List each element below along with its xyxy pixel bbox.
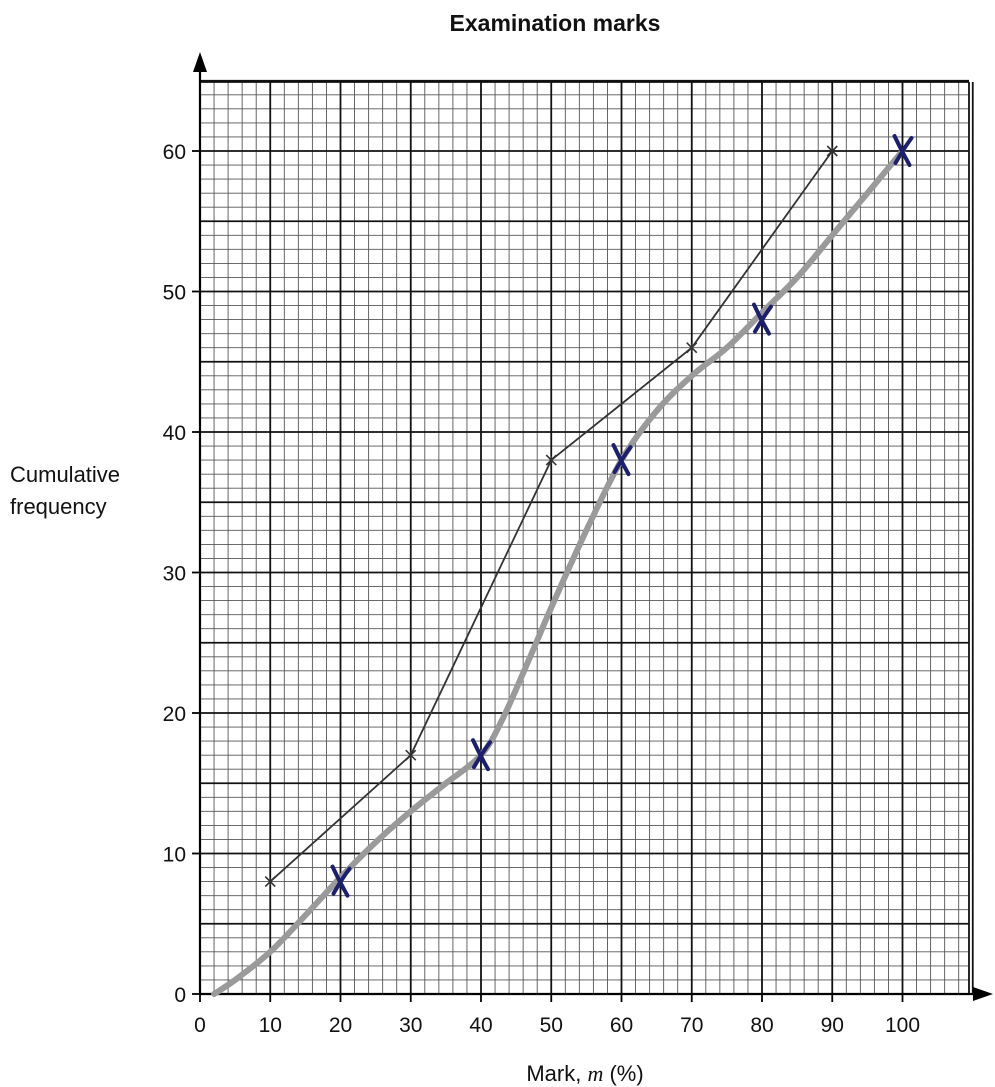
y-tick-label: 40: [163, 422, 186, 445]
handwritten-cross: [752, 302, 773, 336]
x-axis-label-text: Mark,: [526, 1061, 587, 1086]
tick-labels: 0 10 20 30 40 50 60 70 80 90 100 0 10 20 30 40 50 60: [163, 141, 920, 1037]
printed-point: [264, 876, 276, 888]
drawn-curve-line: [211, 148, 906, 997]
x-tick-label: 20: [329, 1014, 352, 1037]
x-tick-label: 70: [680, 1014, 703, 1037]
y-tick-label: 50: [163, 282, 186, 305]
printed-point: [826, 145, 838, 157]
handwritten-cross: [892, 134, 914, 167]
y-tick-label: 0: [174, 984, 186, 1007]
x-axis-variable: m: [587, 1061, 603, 1086]
major-grid: [200, 79, 974, 994]
printed-point: [405, 749, 417, 761]
x-tick-label: 90: [821, 1014, 844, 1037]
x-tick-label: 60: [610, 1014, 633, 1037]
handwritten-cross: [471, 738, 492, 772]
handwritten-cross: [611, 443, 633, 477]
y-axis-label-line2: frequency: [10, 494, 107, 519]
handwritten-cross: [330, 864, 352, 898]
x-axis-unit: (%): [603, 1061, 643, 1086]
x-tick-label: 100: [885, 1014, 920, 1037]
x-tick-label: 80: [750, 1014, 773, 1037]
x-tick-label: 30: [399, 1014, 422, 1037]
y-axis-label-line1: Cumulative: [10, 462, 120, 487]
x-tick-label: 10: [259, 1014, 282, 1037]
x-axis-label: Mark, m (%): [526, 1061, 643, 1086]
y-tick-label: 10: [163, 844, 186, 867]
x-axis-arrow: [973, 987, 993, 1001]
series-layer: [211, 134, 914, 997]
y-tick-label: 30: [163, 563, 186, 586]
axes: [193, 52, 993, 1001]
x-tick-label: 50: [540, 1014, 563, 1037]
chart-title: Examination marks: [450, 10, 661, 36]
y-axis-arrow: [193, 52, 207, 72]
x-tick-label: 40: [469, 1014, 492, 1037]
printed-point: [545, 454, 557, 466]
x-tick-label: 0: [194, 1014, 206, 1037]
minor-grid: [199, 80, 974, 995]
printed-point: [686, 342, 698, 354]
y-tick-label: 60: [163, 141, 186, 164]
y-tick-label: 20: [163, 703, 186, 726]
